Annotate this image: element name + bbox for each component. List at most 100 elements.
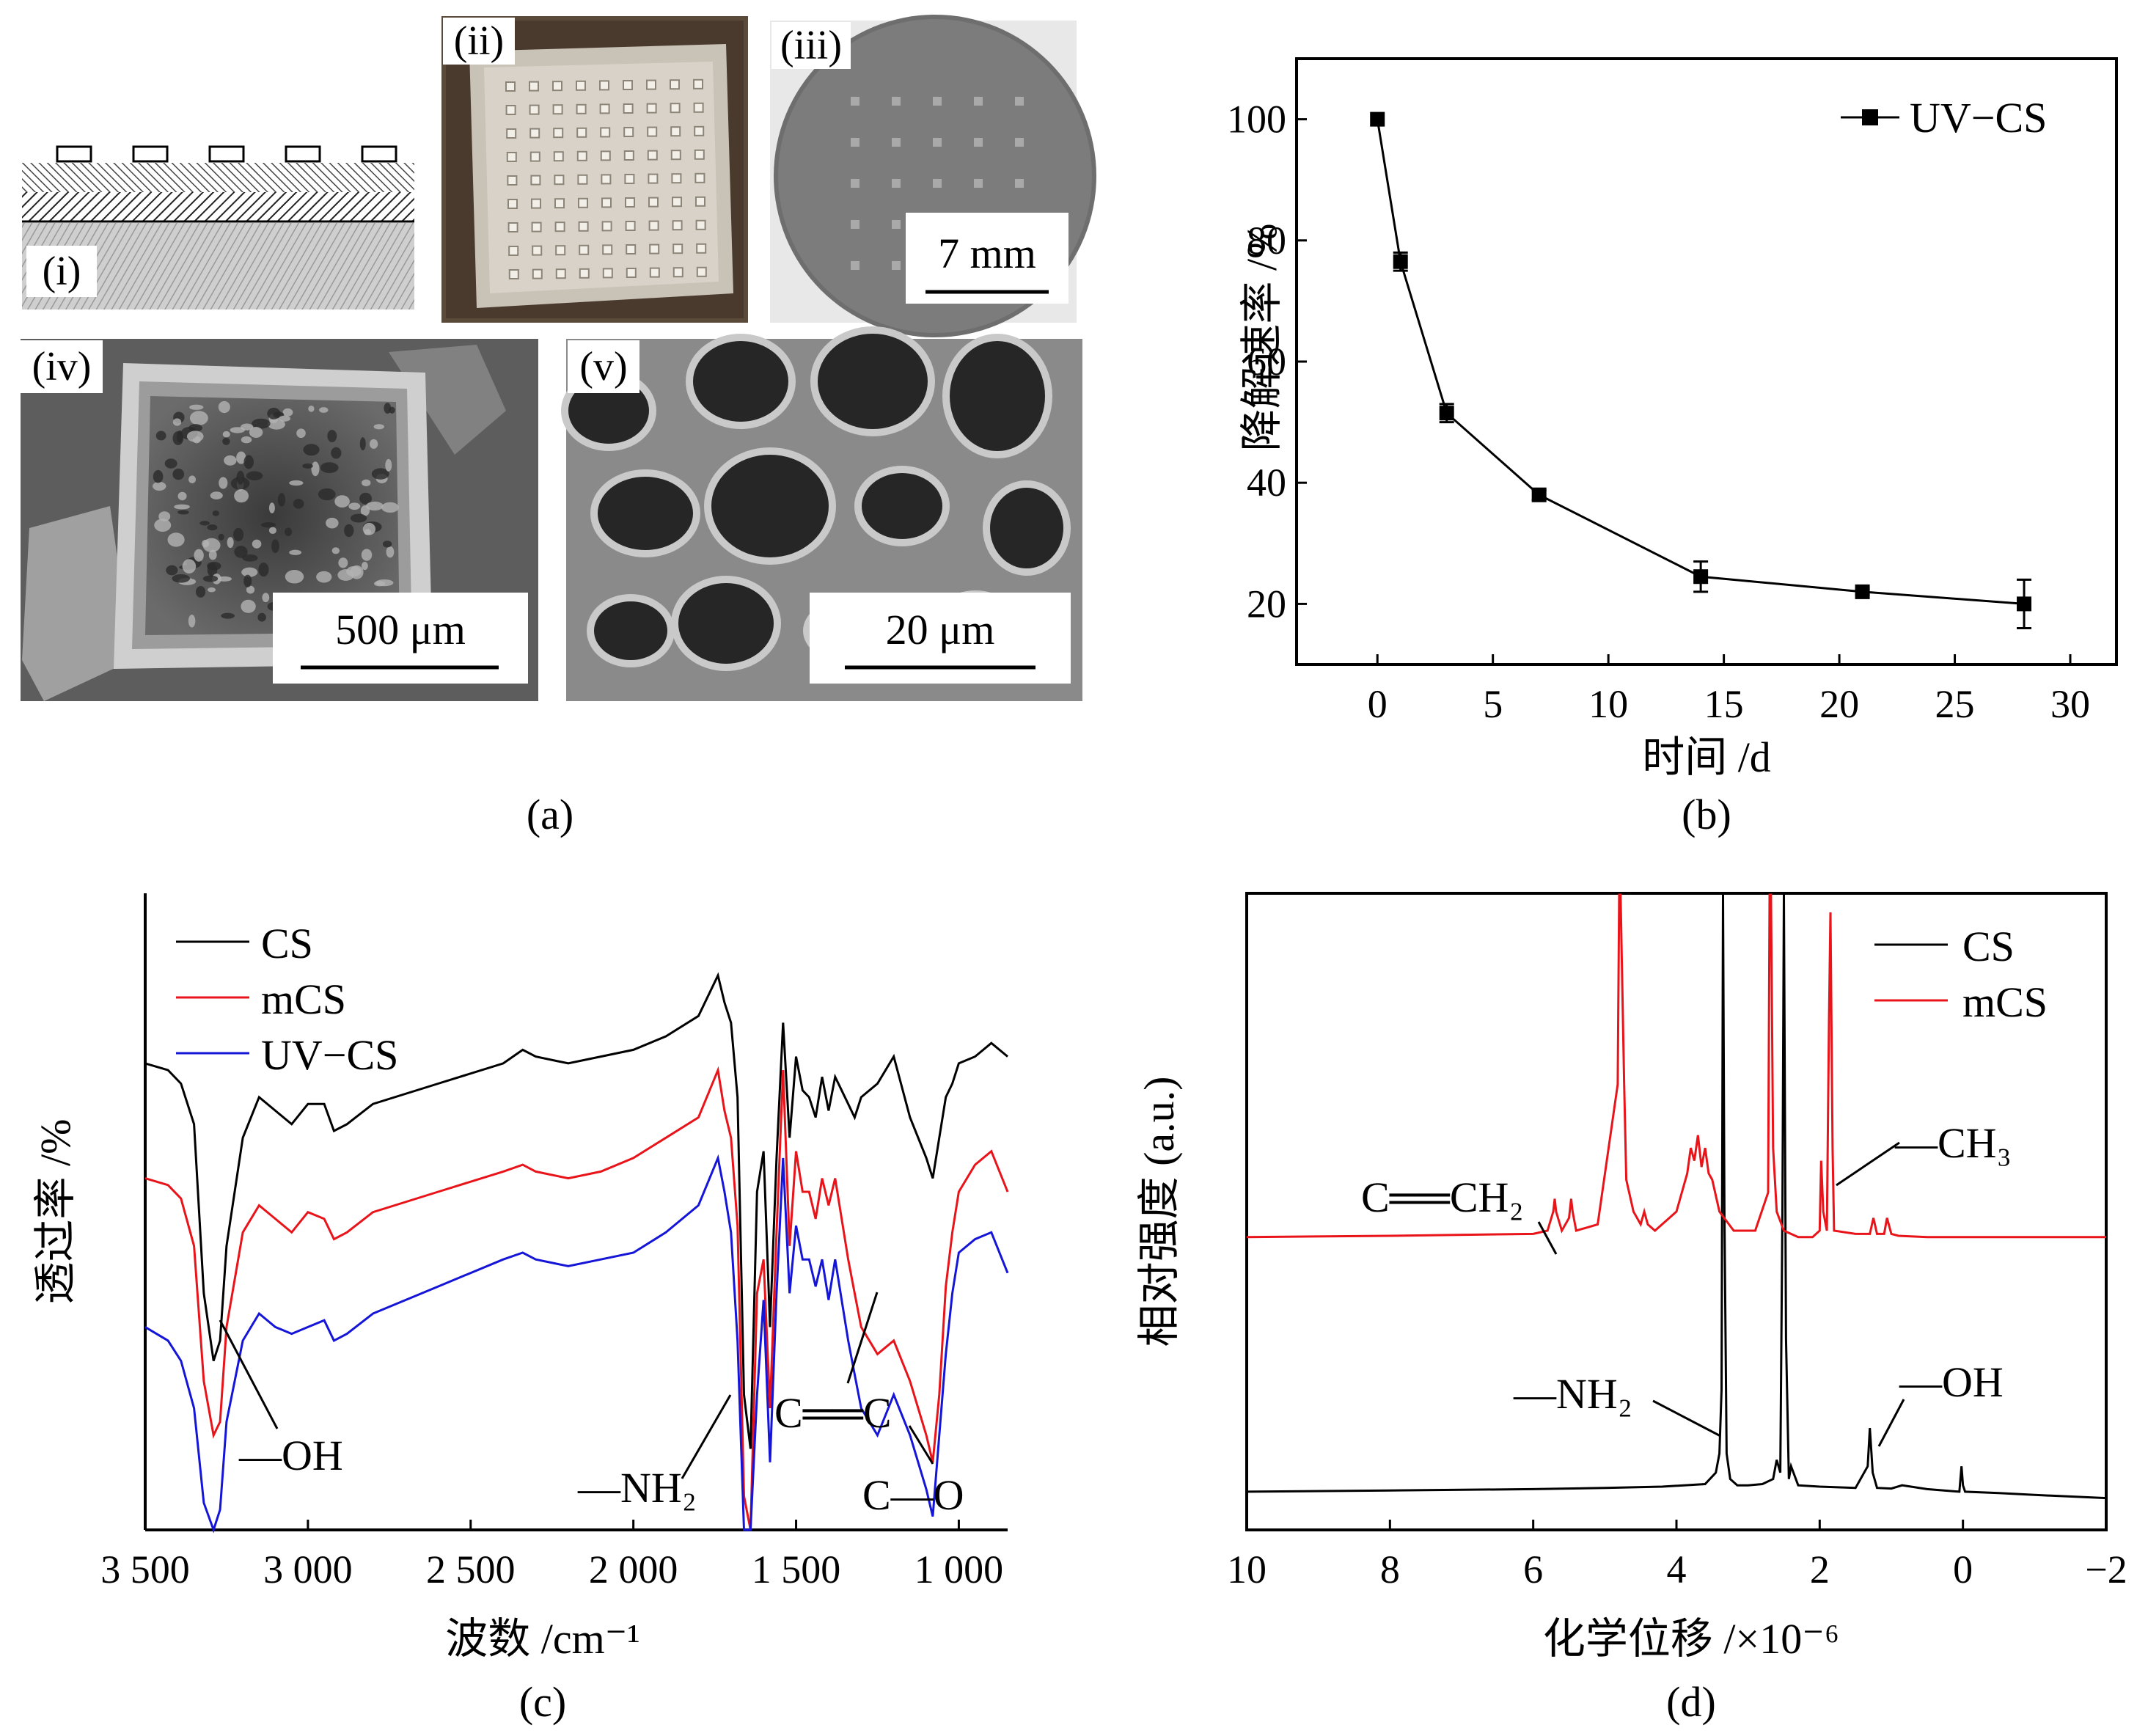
pore [366, 501, 384, 511]
pore [182, 559, 197, 574]
microneedle [576, 127, 587, 138]
microneedle [670, 103, 681, 114]
annotation-co-c: C—O [862, 1471, 964, 1519]
pore [258, 563, 269, 577]
annotations-c: —OH —NH₂ C══C C—O [219, 1292, 964, 1519]
pore [207, 561, 221, 571]
schematic-i: (i) [22, 145, 414, 310]
pore [361, 561, 368, 571]
data-point-b [1393, 254, 1408, 269]
annotation-oh-c: —OH [238, 1432, 343, 1479]
microneedle [552, 81, 562, 92]
pore [227, 537, 234, 549]
microneedle [529, 104, 540, 115]
pore [241, 599, 256, 613]
pore [177, 491, 187, 501]
annotation-cc-c: C══C [774, 1389, 892, 1437]
disc-needle [974, 97, 983, 106]
pore [268, 527, 276, 534]
pore [296, 428, 306, 439]
legend-label-cs-d: CS [1962, 923, 2015, 970]
pore [359, 492, 372, 505]
pore [177, 510, 189, 515]
pore-cell [810, 326, 935, 436]
pore [338, 557, 348, 568]
xtick-label-c: 2 000 [589, 1548, 678, 1592]
legend-label-uvcs-c: UV−CS [261, 1031, 398, 1079]
series-line-mcs-c [144, 1066, 1009, 1531]
ylabel-c: 透过率 /% [32, 1119, 79, 1305]
xtick-label-d: 6 [1523, 1548, 1543, 1592]
pore [252, 418, 271, 429]
pore [277, 493, 286, 507]
pore [172, 468, 185, 480]
microneedle [576, 150, 587, 161]
pore [327, 430, 337, 442]
xtick-label-b: 20 [1819, 682, 1859, 726]
pore [369, 439, 378, 449]
pore [241, 436, 252, 444]
microneedle [625, 221, 636, 231]
legend-label-uvcs-b: UV−CS [1910, 94, 2047, 142]
microneedle [695, 196, 705, 207]
microneedle [505, 105, 516, 115]
microneedle [649, 267, 660, 278]
microneedle [670, 126, 681, 137]
microneedle [576, 80, 586, 91]
microneedle [554, 221, 565, 232]
photo-iii: (iii) 7 mm [770, 15, 1096, 337]
scalebar-20um-label: 20 μm [886, 606, 995, 653]
microneedle [646, 103, 657, 114]
pore [212, 510, 219, 516]
disc-needle [1015, 138, 1024, 147]
series-line-cs-d [1246, 894, 2107, 1500]
microneedle [623, 150, 634, 161]
pore [224, 455, 237, 466]
pore [382, 541, 392, 548]
pore [334, 495, 350, 508]
microneedle [554, 175, 565, 186]
disc-needle [933, 179, 942, 188]
pore [155, 431, 166, 441]
microneedle [555, 268, 566, 279]
pore [222, 431, 230, 438]
microneedle [554, 198, 565, 209]
pore [293, 499, 304, 509]
microneedle [693, 102, 704, 113]
microneedle [693, 78, 703, 89]
pore [195, 585, 206, 598]
label-ii: (ii) [454, 18, 504, 64]
pore [362, 522, 376, 535]
pore [189, 411, 208, 425]
legend-c: CS mCS UV−CS [176, 920, 398, 1079]
microneedle [578, 197, 588, 208]
microneedle [647, 126, 658, 137]
pore [167, 532, 185, 547]
pore [218, 400, 230, 414]
pore [386, 546, 395, 558]
microneedle [508, 269, 519, 279]
ytick-label-b: 100 [1227, 98, 1286, 142]
label-iii: (iii) [780, 23, 842, 68]
disc-needle [851, 138, 859, 147]
xtick-label-b: 30 [2050, 682, 2090, 726]
microneedle [625, 197, 635, 208]
pore [188, 475, 197, 484]
ytick-label-b: 20 [1247, 582, 1286, 626]
pore [260, 522, 276, 528]
microneedle [647, 150, 658, 161]
microneedle [599, 80, 609, 91]
ytick-label-b: 80 [1247, 219, 1286, 263]
pore [246, 471, 263, 480]
microneedle [646, 79, 656, 90]
pore [308, 406, 315, 412]
pore [222, 437, 230, 445]
xtick-label-d: 10 [1227, 1548, 1267, 1592]
chart-d: 10 8 6 4 2 0 −2 相对强度 (a.u.) 化学位移 /×10⁻⁶ CS mCS… [1135, 892, 2127, 1726]
xtick-label-b: 15 [1704, 682, 1744, 726]
microneedle [506, 152, 517, 162]
disc-needle [892, 138, 901, 147]
label-iv: (iv) [32, 344, 92, 389]
xtick-label-b: 10 [1588, 682, 1628, 726]
microneedle [507, 199, 518, 209]
